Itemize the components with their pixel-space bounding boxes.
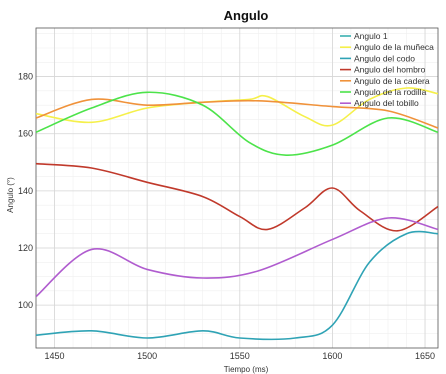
- y-tick-label: 180: [18, 72, 33, 82]
- legend-label: Angulo del tobillo: [354, 98, 419, 108]
- series-line-angulo-de-la-cadera: [36, 98, 438, 129]
- legend-label: Angulo del codo: [354, 53, 415, 63]
- y-tick-label: 120: [18, 243, 33, 253]
- chart-title: Angulo: [224, 8, 269, 23]
- legend-label: Angulo del hombro: [354, 65, 426, 75]
- x-tick-label: 1650: [415, 351, 435, 361]
- legend-label: Angulo de la rodilla: [354, 87, 427, 97]
- series-line-angulo-del-tobillo: [36, 217, 438, 298]
- y-axis-label: Angulo (°): [6, 177, 15, 213]
- plot-background: [36, 28, 438, 348]
- y-tick-label: 160: [18, 129, 33, 139]
- series-line-angulo-de-la-muneca: [36, 87, 438, 127]
- plot-area: 1450 1500 1550 1600 1650 100 120 140 160 180 Angul…: [18, 27, 439, 361]
- legend-label: Angulo de la muñeca: [354, 42, 434, 52]
- series-line-angulo-del-hombro: [36, 162, 438, 232]
- series-line-angulo-de-la-rodilla: [36, 91, 438, 156]
- x-tick-label: 1550: [230, 351, 250, 361]
- legend-label: Angulo de la cadera: [354, 76, 430, 86]
- y-tick-label: 100: [18, 300, 33, 310]
- y-tick-label: 140: [18, 186, 33, 196]
- series-lines: [36, 87, 438, 341]
- series-line-angulo-del-codo: [36, 230, 438, 341]
- plot-frame: [35, 27, 439, 349]
- legend-label: Angulo 1: [354, 31, 388, 41]
- x-tick-label: 1600: [322, 351, 342, 361]
- x-tick-label: 1450: [45, 351, 65, 361]
- x-axis-label: Tiempo (ms): [224, 365, 269, 374]
- x-tick-label: 1500: [137, 351, 157, 361]
